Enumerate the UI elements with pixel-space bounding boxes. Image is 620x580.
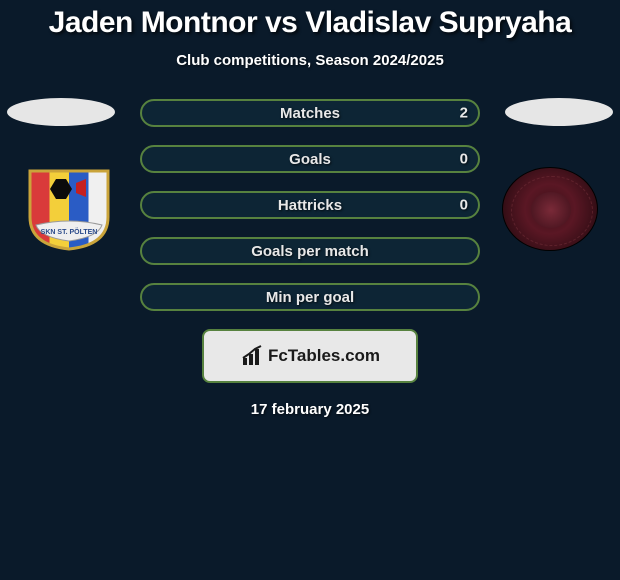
stat-row-min-per-goal: Min per goal xyxy=(140,283,480,311)
player-photo-right-placeholder xyxy=(505,98,613,126)
stat-label: Min per goal xyxy=(266,289,354,306)
club-badge-right xyxy=(502,167,600,251)
date-label: 17 february 2025 xyxy=(0,401,620,418)
stats-section: SKN ST. PÖLTEN Matches 2 Goals 0 Hattric… xyxy=(0,99,620,418)
bars-icon xyxy=(240,344,264,368)
stat-right-value: 0 xyxy=(460,197,468,214)
svg-text:SKN ST. PÖLTEN: SKN ST. PÖLTEN xyxy=(41,227,98,236)
shield-icon: SKN ST. PÖLTEN xyxy=(20,167,118,251)
stat-row-goals-per-match: Goals per match xyxy=(140,237,480,265)
stat-rows: Matches 2 Goals 0 Hattricks 0 Goals per … xyxy=(140,99,480,311)
stat-row-hattricks: Hattricks 0 xyxy=(140,191,480,219)
stat-label: Goals per match xyxy=(251,243,369,260)
page-title: Jaden Montnor vs Vladislav Supryaha xyxy=(0,6,620,40)
stat-right-value: 0 xyxy=(460,151,468,168)
stat-label: Matches xyxy=(280,105,340,122)
player-photo-left-placeholder xyxy=(7,98,115,126)
stat-row-matches: Matches 2 xyxy=(140,99,480,127)
brand-text: FcTables.com xyxy=(268,346,380,366)
stat-label: Goals xyxy=(289,151,331,168)
stat-row-goals: Goals 0 xyxy=(140,145,480,173)
disc-icon xyxy=(502,167,598,251)
comparison-card: Jaden Montnor vs Vladislav Supryaha Club… xyxy=(0,0,620,580)
stat-right-value: 2 xyxy=(460,105,468,122)
stat-label: Hattricks xyxy=(278,197,342,214)
brand-box[interactable]: FcTables.com xyxy=(202,329,418,383)
club-badge-left: SKN ST. PÖLTEN xyxy=(20,167,118,251)
subtitle: Club competitions, Season 2024/2025 xyxy=(0,52,620,69)
